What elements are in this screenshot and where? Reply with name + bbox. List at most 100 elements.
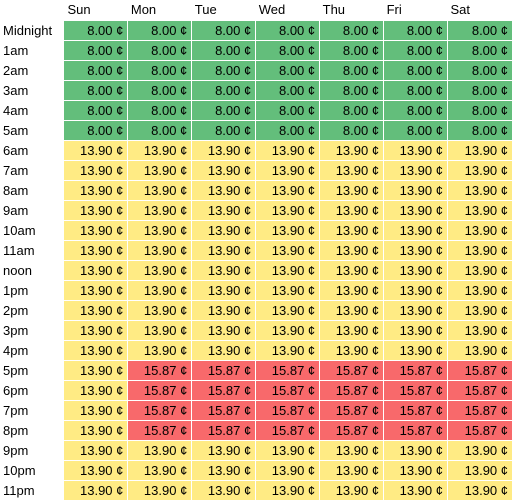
rate-cell[interactable]: 8.00 ¢: [383, 80, 448, 101]
rate-cell[interactable]: 15.87 ¢: [255, 420, 321, 441]
rate-cell[interactable]: 13.90 ¢: [63, 240, 129, 261]
hour-label-cell[interactable]: 1am: [0, 40, 65, 61]
rate-cell[interactable]: 13.90 ¢: [319, 320, 385, 341]
rate-cell[interactable]: 13.90 ¢: [127, 300, 193, 321]
rate-cell[interactable]: 8.00 ¢: [447, 60, 513, 81]
rate-cell[interactable]: 8.00 ¢: [127, 60, 193, 81]
rate-cell[interactable]: 13.90 ¢: [63, 480, 129, 501]
rate-cell[interactable]: 15.87 ¢: [255, 360, 321, 381]
rate-cell[interactable]: 15.87 ¢: [127, 400, 193, 421]
rate-cell[interactable]: 8.00 ¢: [319, 40, 385, 61]
rate-cell[interactable]: 13.90 ¢: [127, 460, 193, 481]
rate-cell[interactable]: 15.87 ¢: [447, 420, 513, 441]
hour-label-cell[interactable]: 9am: [0, 200, 65, 221]
rate-cell[interactable]: 13.90 ¢: [255, 480, 321, 501]
rate-cell[interactable]: 13.90 ¢: [191, 160, 257, 181]
rate-cell[interactable]: 13.90 ¢: [127, 260, 193, 281]
rate-cell[interactable]: 13.90 ¢: [447, 180, 513, 201]
rate-cell[interactable]: 13.90 ¢: [191, 340, 257, 361]
rate-cell[interactable]: 8.00 ¢: [447, 80, 513, 101]
rate-cell[interactable]: 13.90 ¢: [319, 240, 385, 261]
rate-cell[interactable]: 13.90 ¢: [255, 140, 321, 161]
rate-cell[interactable]: 13.90 ¢: [191, 480, 257, 501]
rate-cell[interactable]: 13.90 ¢: [447, 220, 513, 241]
rate-cell[interactable]: 8.00 ¢: [447, 120, 513, 141]
rate-cell[interactable]: 8.00 ¢: [255, 80, 321, 101]
rate-cell[interactable]: 8.00 ¢: [127, 100, 193, 121]
rate-cell[interactable]: 8.00 ¢: [255, 20, 321, 41]
rate-cell[interactable]: 13.90 ¢: [127, 280, 193, 301]
rate-cell[interactable]: 13.90 ¢: [383, 340, 448, 361]
rate-cell[interactable]: 8.00 ¢: [319, 20, 385, 41]
hour-label-cell[interactable]: 4am: [0, 100, 65, 121]
rate-cell[interactable]: 13.90 ¢: [447, 480, 513, 501]
hour-label-cell[interactable]: 8am: [0, 180, 65, 201]
rate-cell[interactable]: 13.90 ¢: [319, 180, 385, 201]
rate-cell[interactable]: 8.00 ¢: [319, 60, 385, 81]
hour-label-cell[interactable]: 11am: [0, 240, 65, 261]
rate-cell[interactable]: 13.90 ¢: [383, 320, 448, 341]
rate-cell[interactable]: 8.00 ¢: [447, 100, 513, 121]
rate-cell[interactable]: 13.90 ¢: [255, 260, 321, 281]
rate-cell[interactable]: 13.90 ¢: [447, 440, 513, 461]
rate-cell[interactable]: 13.90 ¢: [319, 200, 385, 221]
rate-cell[interactable]: 13.90 ¢: [383, 180, 448, 201]
rate-cell[interactable]: 13.90 ¢: [319, 460, 385, 481]
rate-cell[interactable]: 8.00 ¢: [191, 80, 257, 101]
rate-cell[interactable]: 13.90 ¢: [63, 160, 129, 181]
rate-cell[interactable]: 15.87 ¢: [447, 380, 513, 401]
rate-cell[interactable]: 13.90 ¢: [447, 460, 513, 481]
rate-cell[interactable]: 13.90 ¢: [319, 220, 385, 241]
hour-label-cell[interactable]: 6pm: [0, 380, 65, 401]
rate-cell[interactable]: 13.90 ¢: [63, 360, 129, 381]
rate-cell[interactable]: 13.90 ¢: [255, 280, 321, 301]
day-header-wed[interactable]: Wed: [255, 0, 320, 21]
rate-cell[interactable]: 8.00 ¢: [319, 100, 385, 121]
rate-cell[interactable]: 13.90 ¢: [447, 160, 513, 181]
rate-cell[interactable]: 13.90 ¢: [63, 420, 129, 441]
rate-cell[interactable]: 13.90 ¢: [127, 220, 193, 241]
rate-cell[interactable]: 13.90 ¢: [63, 280, 129, 301]
hour-label-cell[interactable]: 10am: [0, 220, 65, 241]
rate-cell[interactable]: 15.87 ¢: [383, 400, 448, 421]
rate-cell[interactable]: 13.90 ¢: [383, 140, 448, 161]
rate-cell[interactable]: 13.90 ¢: [319, 260, 385, 281]
rate-cell[interactable]: 13.90 ¢: [191, 200, 257, 221]
rate-cell[interactable]: 8.00 ¢: [447, 20, 513, 41]
rate-cell[interactable]: 8.00 ¢: [127, 40, 193, 61]
day-header-fri[interactable]: Fri: [383, 0, 448, 21]
rate-cell[interactable]: 15.87 ¢: [191, 420, 257, 441]
rate-cell[interactable]: 15.87 ¢: [383, 380, 448, 401]
rate-cell[interactable]: 13.90 ¢: [383, 460, 448, 481]
hour-label-cell[interactable]: 7pm: [0, 400, 65, 421]
rate-cell[interactable]: 15.87 ¢: [191, 380, 257, 401]
rate-cell[interactable]: 15.87 ¢: [319, 360, 385, 381]
rate-cell[interactable]: 15.87 ¢: [319, 400, 385, 421]
rate-cell[interactable]: 15.87 ¢: [447, 360, 513, 381]
rate-cell[interactable]: 8.00 ¢: [255, 100, 321, 121]
rate-cell[interactable]: 13.90 ¢: [127, 160, 193, 181]
rate-cell[interactable]: 13.90 ¢: [127, 480, 193, 501]
rate-cell[interactable]: 13.90 ¢: [63, 440, 129, 461]
rate-cell[interactable]: 13.90 ¢: [63, 180, 129, 201]
rate-cell[interactable]: 13.90 ¢: [255, 220, 321, 241]
rate-cell[interactable]: 13.90 ¢: [255, 460, 321, 481]
rate-cell[interactable]: 13.90 ¢: [63, 200, 129, 221]
rate-cell[interactable]: 8.00 ¢: [63, 120, 129, 141]
rate-cell[interactable]: 13.90 ¢: [255, 240, 321, 261]
day-header-sat[interactable]: Sat: [447, 0, 513, 21]
rate-cell[interactable]: 8.00 ¢: [255, 60, 321, 81]
rate-cell[interactable]: 13.90 ¢: [127, 200, 193, 221]
hour-label-cell[interactable]: 4pm: [0, 340, 65, 361]
rate-cell[interactable]: 13.90 ¢: [191, 240, 257, 261]
day-header-thu[interactable]: Thu: [319, 0, 384, 21]
hour-label-cell[interactable]: Midnight: [0, 20, 65, 41]
rate-cell[interactable]: 13.90 ¢: [319, 160, 385, 181]
rate-cell[interactable]: 15.87 ¢: [447, 400, 513, 421]
rate-cell[interactable]: 13.90 ¢: [383, 280, 448, 301]
rate-cell[interactable]: 13.90 ¢: [383, 440, 448, 461]
rate-cell[interactable]: 13.90 ¢: [63, 300, 129, 321]
rate-cell[interactable]: 8.00 ¢: [63, 60, 129, 81]
rate-cell[interactable]: 15.87 ¢: [383, 420, 448, 441]
rate-cell[interactable]: 13.90 ¢: [63, 340, 129, 361]
